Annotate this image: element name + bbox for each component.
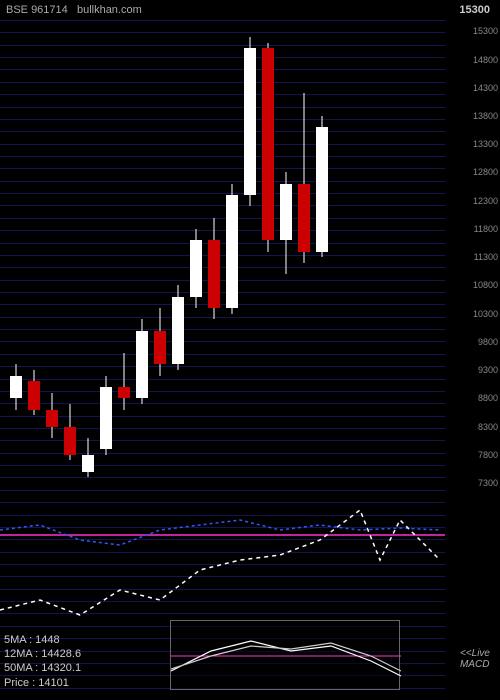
y-tick-label: 9800: [478, 338, 498, 347]
y-tick-label: 15300: [473, 27, 498, 36]
y-tick-label: 14800: [473, 56, 498, 65]
y-tick-label: 8800: [478, 394, 498, 403]
ma12-label: 12MA : 14428.6: [4, 647, 81, 661]
candle[interactable]: [10, 364, 22, 409]
candle[interactable]: [154, 308, 166, 376]
candle[interactable]: [28, 370, 40, 415]
candle[interactable]: [118, 353, 130, 409]
ticker-text: BSE 961714: [6, 4, 68, 16]
y-tick-label: 8300: [478, 423, 498, 432]
y-tick-label: 11800: [474, 225, 498, 234]
price-label: Price : 14101: [4, 676, 81, 690]
candle[interactable]: [316, 116, 328, 257]
candle[interactable]: [244, 37, 256, 206]
candle[interactable]: [262, 43, 274, 252]
candle[interactable]: [280, 172, 292, 274]
y-tick-label: 12300: [473, 197, 498, 206]
candle[interactable]: [298, 93, 310, 262]
y-tick-label: 10300: [473, 310, 498, 319]
candle[interactable]: [100, 376, 112, 455]
y-tick-label: 13300: [473, 140, 498, 149]
candle[interactable]: [190, 229, 202, 308]
top-price-label: 15300: [459, 4, 490, 16]
y-tick-label: 7800: [478, 451, 498, 460]
y-tick-label: 12800: [473, 168, 498, 177]
macd-title-text: MACD: [460, 659, 489, 670]
y-tick-label: 11300: [474, 253, 498, 262]
candle[interactable]: [46, 393, 58, 438]
macd-chart: [171, 621, 401, 691]
info-box: 5MA : 1448 12MA : 14428.6 50MA : 14320.1…: [4, 633, 81, 690]
site-text: bullkhan.com: [77, 4, 142, 16]
chart-container: BSE 961714 bullkhan.com 15300 15300 14800…: [0, 0, 500, 700]
y-tick-label: 7300: [478, 479, 498, 488]
candle[interactable]: [136, 319, 148, 404]
ticker-label: BSE 961714 bullkhan.com: [6, 4, 142, 16]
candle[interactable]: [64, 404, 76, 460]
candle[interactable]: [82, 438, 94, 478]
macd-live-text: <<Live: [460, 648, 490, 659]
ma50-label: 50MA : 14320.1: [4, 661, 81, 675]
candle[interactable]: [226, 184, 238, 314]
candle[interactable]: [172, 285, 184, 370]
y-tick-label: 14300: [473, 84, 498, 93]
ma5-label: 5MA : 1448: [4, 633, 81, 647]
y-tick-label: 13800: [473, 112, 498, 121]
y-tick-label: 9300: [478, 366, 498, 375]
macd-box: [170, 620, 400, 690]
macd-live-label: <<Live MACD: [460, 648, 490, 670]
y-tick-label: 10800: [473, 281, 498, 290]
candle[interactable]: [208, 218, 220, 320]
